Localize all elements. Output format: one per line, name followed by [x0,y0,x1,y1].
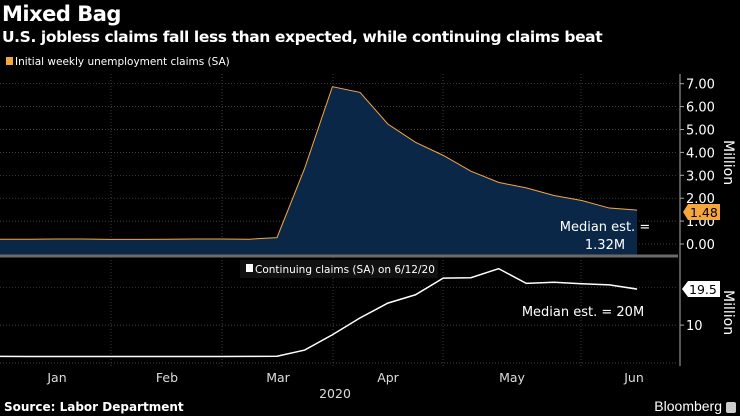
x-tick-label: Apr [377,370,399,385]
annotation-initial-1: Median est. = [560,220,650,235]
x-tick-label: Jan [46,370,66,385]
initial-claims-line [0,86,638,240]
x-axis-year: 2020 [319,386,351,401]
legend-swatch-initial [6,57,13,65]
x-tick-label: May [499,370,525,385]
x-tick-label: Mar [266,370,290,385]
legend-initial: Initial weekly unemployment claims (SA) [15,56,230,68]
x-tick-label: Jun [623,370,644,385]
last-value-badge-initial [683,204,720,220]
source-note: Source: Labor Department [4,400,184,414]
y-tick-label: 10 [686,319,703,334]
y-tick-label: 0.00 [686,238,715,253]
initial-claims-area [0,86,638,255]
last-value-continuing: 19.5 [689,282,717,297]
y-axis-label-bottom: Million [720,290,736,335]
y-tick-label: 6.00 [686,101,715,116]
y-tick-label: 5.00 [686,124,715,139]
annotation-continuing: Median est. = 20M [522,305,644,320]
x-tick-label: Feb [156,370,178,385]
y-tick-label: 4.00 [686,146,715,161]
y-tick-label: 7.00 [686,78,715,93]
chart-title: Mixed Bag [2,2,121,26]
last-value-initial: 1.48 [690,205,718,220]
continuing-claims-line [0,267,638,358]
legend-bg [240,260,438,278]
chart-subtitle: U.S. jobless claims fall less than expec… [2,28,603,46]
y-tick-label: 3.00 [686,169,715,184]
bloomberg-logo: Bloomberg [654,398,722,414]
y-tick-label: 2.00 [686,192,715,207]
last-value-badge-continuing [682,281,720,297]
legend-swatch-continuing [246,264,253,272]
legend-continuing: Continuing claims (SA) on 6/12/20 [255,264,435,276]
y-axis-label-top: Million [720,140,736,185]
annotation-initial-2: 1.32M [585,238,625,253]
bloomberg-chart-icon [726,402,736,413]
